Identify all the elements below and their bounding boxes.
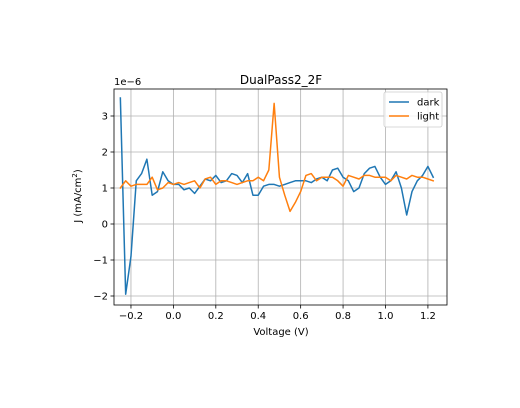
x-axis-label: Voltage (V) [253, 327, 308, 338]
y-tick-label: 3 [102, 112, 108, 123]
x-axis-ticks: −0.2 0.0 0.2 0.4 0.6 0.8 1.0 1.2 [119, 305, 436, 322]
y-axis-label: J (mA/cm2) [71, 169, 84, 224]
legend-box [383, 91, 443, 128]
x-tick-label: 0.2 [208, 311, 224, 322]
series-line-dark [119, 97, 435, 295]
x-tick-label: −0.2 [119, 311, 143, 322]
plot-frame [113, 88, 448, 306]
series-layer [119, 97, 435, 295]
y-tick-label: 1 [102, 184, 108, 195]
x-tick-label: 0.6 [293, 311, 309, 322]
x-tick-label: 0.4 [250, 311, 266, 322]
chart-title: DualPass2_2F [240, 73, 322, 87]
y-axis-ticks: −2 −1 0 1 2 3 [93, 112, 114, 303]
y-tick-label: 0 [102, 220, 108, 231]
x-tick-label: 1.2 [420, 311, 436, 322]
legend: dark light [383, 91, 443, 128]
legend-label-light: light [417, 112, 439, 123]
x-tick-label: 0.8 [335, 311, 351, 322]
x-tick-label: 0.0 [165, 311, 181, 322]
legend-label-dark: dark [417, 98, 440, 109]
y-tick-label: 2 [102, 148, 108, 159]
series-line-light [119, 102, 435, 213]
y-tick-label: −1 [93, 256, 108, 267]
x-tick-label: 1.0 [378, 311, 394, 322]
y-tick-label: −2 [93, 292, 108, 303]
y-axis-offset-label: 1e−6 [114, 77, 141, 88]
